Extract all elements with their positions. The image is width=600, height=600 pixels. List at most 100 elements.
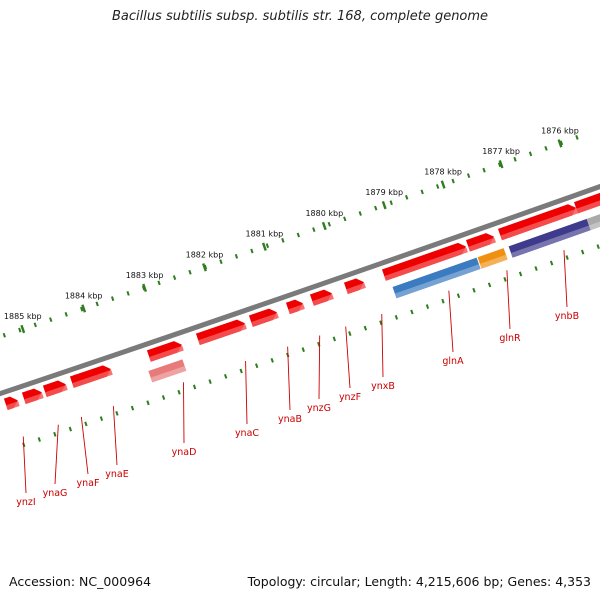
scale-tick (208, 379, 212, 385)
scale-tick (33, 322, 37, 328)
gene-feature (146, 341, 184, 362)
scale-tick (84, 421, 88, 427)
gene-label: ynbB (555, 311, 579, 322)
scale-tick (332, 336, 336, 342)
scale-tick (223, 373, 228, 379)
kbp-major-tick (498, 160, 504, 169)
gene-feature-shade (24, 393, 44, 405)
scale-tick (80, 306, 84, 312)
scale-tick (177, 389, 181, 395)
scale-tick (281, 237, 285, 243)
gene-feature (586, 214, 600, 231)
gene-feature-shade (576, 200, 600, 214)
scale-tick (68, 426, 73, 432)
gene-label: ynaB (278, 414, 302, 425)
scale-tick (451, 178, 455, 184)
scale-tick (130, 405, 135, 411)
gene-feature-shade (251, 313, 279, 327)
gene-label: ynaF (77, 478, 100, 489)
scale-tick (219, 259, 223, 265)
gene-feature (3, 396, 20, 411)
scale-tick (596, 244, 600, 250)
gene-feature (497, 204, 578, 241)
scale-tick (18, 327, 22, 333)
gene-label: ynaE (105, 469, 128, 480)
gene-feature-shade (384, 247, 468, 281)
kbp-major-tick (557, 139, 563, 148)
scale-tick (255, 363, 259, 369)
gene-feature-shade (500, 208, 578, 241)
scale-tick (534, 266, 538, 271)
scale-tick (192, 384, 197, 390)
gene-feature-shade (45, 385, 68, 397)
kbp-major-tick (20, 324, 26, 334)
scale-tick (389, 200, 393, 206)
gene-label: glnR (499, 333, 521, 344)
gene-feature (381, 242, 468, 281)
label-leader-line (506, 270, 511, 330)
gene-feature-shade (149, 345, 184, 362)
kbp-major-tick (321, 221, 327, 231)
gene-label: ynaC (235, 428, 259, 439)
gene-feature (309, 289, 334, 306)
label-leader-line (245, 361, 248, 425)
scale-tick (348, 331, 352, 336)
scale-tick (503, 277, 507, 282)
gene-feature (508, 218, 591, 258)
scale-tick (497, 162, 502, 168)
scale-tick (466, 173, 471, 179)
scale-tick (157, 280, 161, 286)
gene-feature (343, 278, 366, 295)
scale-tick (374, 205, 378, 211)
kbp-major-tick (142, 283, 148, 292)
scale-tick (95, 301, 99, 307)
gene-feature-shade (468, 237, 496, 252)
gene-feature (477, 248, 508, 269)
label-leader-line (287, 346, 291, 411)
gene-feature-shade (346, 283, 366, 295)
scale-tick (64, 311, 68, 317)
scale-tick (405, 194, 409, 200)
scale-tick (549, 260, 554, 266)
scale-tick (301, 347, 305, 353)
accession-label: Accession: NC_000964 (9, 574, 152, 589)
gene-label: ynaG (43, 488, 68, 499)
gene-feature-shade (72, 369, 113, 388)
gene-label: glnA (442, 356, 464, 367)
gene-feature-shade (288, 304, 305, 315)
gene-feature-shade (150, 366, 187, 383)
gene-label: ynzG (307, 403, 331, 414)
gene-feature (69, 365, 113, 388)
scale-tick (239, 368, 243, 374)
scale-tick (2, 332, 6, 338)
kbp-label: 1884 kbp (65, 291, 103, 300)
scale-tick (394, 314, 399, 320)
inner-scale-ring (22, 244, 600, 448)
label-leader-line (112, 406, 118, 466)
scale-tick (115, 410, 119, 416)
kbp-major-tick (81, 304, 87, 313)
gene-label: ynxB (371, 381, 395, 392)
gene-feature-shade (510, 225, 591, 258)
label-leader-line (22, 436, 27, 494)
genome-summary: Topology: circular; Length: 4,215,606 bp… (247, 574, 591, 589)
scale-tick (456, 293, 461, 299)
gene-feature-shade (198, 324, 247, 346)
scale-tick (250, 248, 254, 254)
scale-tick (379, 320, 383, 326)
gene-feature (573, 192, 600, 214)
scale-tick (37, 437, 41, 442)
gene-feature (195, 319, 247, 346)
scale-tick (343, 216, 347, 222)
gene-feature (465, 233, 496, 252)
gene-feature-shade (312, 294, 334, 306)
kbp-major-tick (202, 263, 207, 272)
label-leader-line (54, 424, 59, 485)
gene-feature (285, 299, 305, 315)
scale-tick (99, 416, 104, 422)
kbp-major-tick (381, 200, 387, 210)
scale-tick (358, 211, 362, 216)
gene-label: ynzI (16, 497, 35, 508)
scale-tick (146, 400, 150, 406)
